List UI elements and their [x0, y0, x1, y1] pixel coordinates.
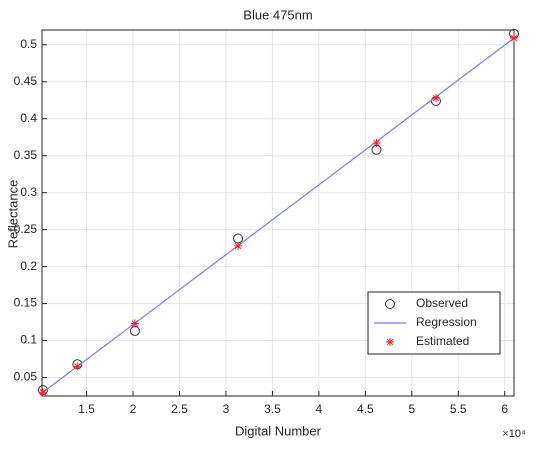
y-tick-label: 0.3 [20, 185, 37, 199]
legend-symbol [385, 299, 395, 309]
asterisk-stroke [74, 363, 81, 370]
asterisk-stroke [234, 242, 242, 250]
estimated-point [372, 139, 381, 148]
asterisk-stroke [432, 94, 440, 102]
x-tick-label: 3.5 [264, 402, 281, 416]
axes-box [41, 29, 515, 397]
x-tick-label: 1.5 [78, 402, 95, 416]
legend-symbol [386, 338, 394, 346]
x-tick-label: 5 [408, 402, 415, 416]
y-tick-label: 0.15 [14, 296, 38, 310]
x-exponent-label: ×10⁴ [502, 428, 526, 440]
estimated-point [234, 241, 243, 250]
x-tick-label: 2 [130, 402, 137, 416]
y-tick-label: 0.4 [20, 111, 37, 125]
estimated-point [130, 319, 139, 328]
x-tick-label: 2.5 [171, 402, 188, 416]
x-tick-label: 6 [501, 402, 508, 416]
legend-label: Observed [416, 296, 468, 310]
x-tick-label: 5.5 [450, 402, 467, 416]
asterisk-stroke [39, 389, 47, 396]
y-tick-label: 0.35 [14, 148, 38, 162]
y-tick-label: 0.25 [14, 222, 38, 236]
estimated-point [73, 362, 82, 371]
x-axis-label: Digital Number [235, 423, 322, 438]
asterisk-stroke [131, 320, 139, 327]
legend-label: Regression [416, 315, 477, 329]
asterisk-stroke [510, 34, 518, 42]
x-tick-label: 4.5 [357, 402, 374, 416]
estimated-point [431, 94, 440, 103]
y-axis-label: Reflectance [5, 180, 20, 249]
y-tick-label: 0.05 [14, 370, 38, 384]
y-tick-label: 0.5 [20, 37, 37, 51]
asterisk-stroke [373, 139, 380, 147]
legend-label: Estimated [416, 334, 469, 348]
x-tick-label: 4 [316, 402, 323, 416]
asterisk-stroke [386, 338, 394, 346]
chart-title: Blue 475nm [243, 7, 312, 22]
y-tick-label: 0.45 [14, 74, 38, 88]
y-tick-label: 0.1 [20, 333, 37, 347]
estimated-point [510, 34, 518, 43]
estimated-point [38, 388, 47, 397]
y-tick-label: 0.2 [20, 259, 37, 273]
x-tick-label: 3 [223, 402, 230, 416]
